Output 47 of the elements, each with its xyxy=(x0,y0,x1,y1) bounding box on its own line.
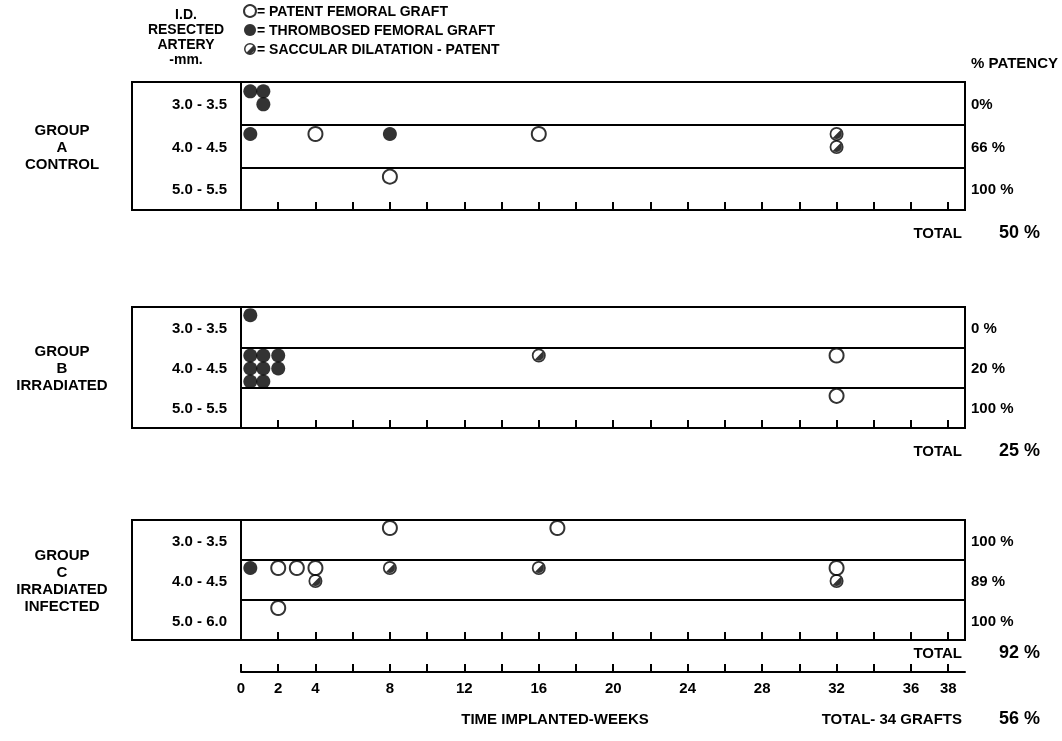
y-tick-label: 5.0 - 6.0 xyxy=(171,611,227,629)
legend-label: = THROMBOSED FEMORAL GRAFT xyxy=(257,22,496,38)
y-tick-label: 4.0 - 4.5 xyxy=(171,359,227,376)
y2-tick-label: 100 % xyxy=(971,611,1014,629)
text: TOTAL xyxy=(913,643,962,661)
text: 50 % xyxy=(998,222,1040,242)
y-tick-label: 4.0 - 4.5 xyxy=(171,137,227,155)
text: GROUP B IRRADIATED xyxy=(16,342,108,393)
y2-tick-label: 89 % xyxy=(971,571,1006,589)
y-axis-title: I.D. RESECTED ARTERY -mm. xyxy=(147,5,225,67)
x-tick-label: 8 xyxy=(385,679,395,696)
x-tick-label: 2 xyxy=(274,679,283,696)
text: TOTAL xyxy=(913,223,962,241)
y2-axis-title: % PATENCY xyxy=(971,53,1058,71)
y-tick-label: 3.0 - 3.5 xyxy=(171,531,227,549)
text: 56 % xyxy=(998,708,1040,728)
text: TOTAL- 34 GRAFTS xyxy=(821,709,962,727)
x-tick-label: 28 xyxy=(753,679,771,696)
text: TOTAL xyxy=(913,441,962,459)
text: GROUP A CONTROL xyxy=(24,120,100,172)
text: 25 % xyxy=(998,440,1040,460)
x-tick-label: 24 xyxy=(679,679,697,696)
x-axis-title: TIME IMPLANTED-WEEKS xyxy=(461,709,649,727)
y2-tick-label: 0% xyxy=(971,94,993,112)
y-tick-label: 5.0 - 5.5 xyxy=(171,180,227,198)
text: GROUP C IRRADIATED INFECTED xyxy=(16,546,108,614)
legend-label: = SACCULAR DILATATION - PATENT xyxy=(257,41,500,57)
x-tick-label: 38 xyxy=(939,679,957,696)
x-tick-label: 12 xyxy=(456,679,473,696)
y-tick-label: 5.0 - 5.5 xyxy=(171,399,227,417)
y2-tick-label: 100 % xyxy=(971,399,1014,417)
x-tick-label: 4 xyxy=(311,679,321,696)
x-tick-label: 36 xyxy=(902,679,920,696)
y-tick-label: 4.0 - 4.5 xyxy=(171,571,227,589)
y2-tick-label: 100 % xyxy=(971,531,1014,549)
y2-tick-label: 66 % xyxy=(971,137,1006,155)
y-tick-label: 3.0 - 3.5 xyxy=(171,318,227,336)
x-tick-label: 32 xyxy=(828,679,845,696)
text: 92 % xyxy=(998,642,1040,662)
y2-tick-label: 0 % xyxy=(971,318,997,336)
y2-tick-label: 20 % xyxy=(971,359,1006,376)
y2-tick-label: 100 % xyxy=(971,180,1014,198)
legend-label: = PATENT FEMORAL GRAFT xyxy=(257,3,449,19)
x-tick-label: 16 xyxy=(530,679,548,696)
y-tick-label: 3.0 - 3.5 xyxy=(171,94,227,112)
x-tick-label: 0 xyxy=(236,679,246,696)
x-tick-label: 20 xyxy=(604,679,622,696)
